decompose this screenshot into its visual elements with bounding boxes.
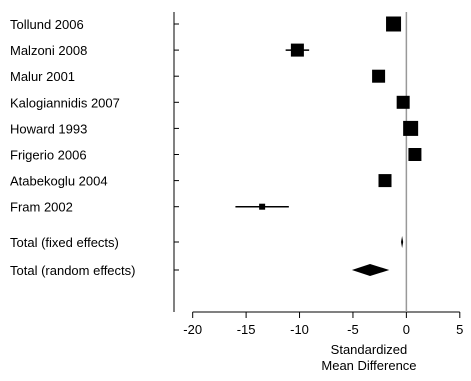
study-label: Malur 2001 (10, 69, 75, 84)
effect-square (403, 120, 419, 136)
effect-square (396, 95, 410, 109)
study-label: Kalogiannidis 2007 (10, 95, 120, 110)
x-tick-label: 5 (456, 322, 463, 337)
effect-marks (235, 16, 422, 276)
x-axis-title-line: Standardized (331, 342, 408, 357)
study-label: Howard 1993 (10, 121, 87, 136)
pooled-diamond (351, 264, 390, 276)
x-tick-label: -15 (237, 322, 256, 337)
pooled-diamond (401, 236, 404, 248)
x-tick-label: -20 (183, 322, 202, 337)
x-tick-label: 0 (403, 322, 410, 337)
effect-square (386, 16, 402, 32)
effect-square (290, 43, 304, 57)
study-label: Malzoni 2008 (10, 43, 87, 58)
study-label: Tollund 2006 (10, 17, 84, 32)
x-axis-title-line: Mean Difference (321, 358, 416, 373)
pooled-label: Total (random effects) (10, 263, 135, 278)
study-label: Frigerio 2006 (10, 148, 87, 163)
study-labels: Tollund 2006 Malzoni 2008 Malur 2001 Kalogi… (10, 17, 135, 278)
study-label: Atabekoglu 2004 (10, 174, 108, 189)
study-label: Fram 2002 (10, 200, 73, 215)
x-tick-label: -5 (347, 322, 359, 337)
pooled-label: Total (fixed effects) (10, 235, 119, 250)
effect-square (372, 69, 386, 83)
x-tick-label: -10 (290, 322, 309, 337)
x-axis: -20 -15 -10 -5 0 5 (173, 12, 463, 337)
effect-square (259, 203, 266, 210)
effect-square (408, 148, 422, 161)
effect-square (378, 174, 392, 188)
